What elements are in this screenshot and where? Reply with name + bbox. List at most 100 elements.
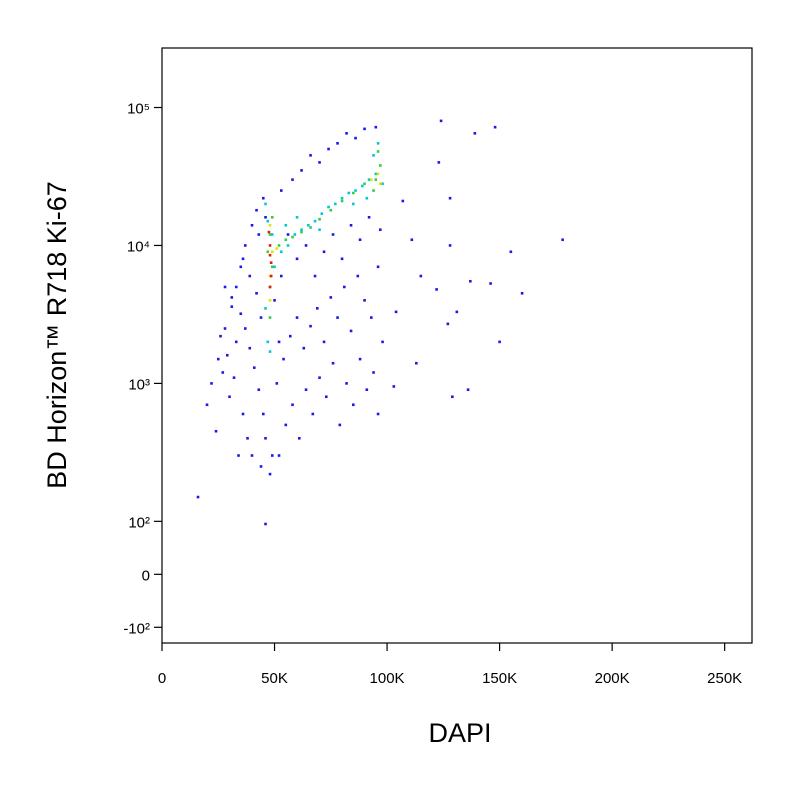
data-point bbox=[270, 454, 274, 457]
data-point bbox=[313, 274, 317, 278]
data-point bbox=[210, 382, 213, 385]
data-point bbox=[269, 261, 273, 264]
data-point bbox=[261, 196, 265, 200]
data-point bbox=[489, 282, 492, 285]
x-tick-label: 100K bbox=[370, 670, 405, 687]
data-point bbox=[376, 265, 380, 269]
data-point bbox=[266, 340, 270, 344]
data-point bbox=[225, 353, 229, 357]
data-point bbox=[318, 161, 321, 164]
data-point bbox=[367, 178, 371, 181]
data-point bbox=[336, 316, 339, 319]
data-point bbox=[237, 454, 240, 457]
data-point bbox=[291, 235, 294, 239]
data-point bbox=[376, 150, 380, 153]
data-point bbox=[284, 238, 288, 242]
data-point bbox=[435, 288, 438, 291]
data-point bbox=[410, 238, 414, 242]
data-point bbox=[250, 223, 254, 227]
data-point bbox=[520, 291, 524, 295]
data-point bbox=[455, 310, 459, 314]
data-point bbox=[219, 334, 222, 338]
data-point bbox=[374, 125, 378, 129]
data-point bbox=[376, 172, 380, 176]
data-point bbox=[264, 202, 267, 206]
data-point bbox=[379, 182, 382, 186]
data-point bbox=[349, 223, 353, 227]
data-point bbox=[248, 274, 252, 278]
data-point bbox=[352, 202, 355, 206]
data-point bbox=[228, 395, 231, 399]
data-point bbox=[268, 316, 272, 319]
data-point bbox=[354, 189, 357, 192]
data-point bbox=[331, 361, 335, 365]
data-point bbox=[214, 429, 218, 433]
data-point bbox=[352, 403, 355, 407]
data-point bbox=[241, 257, 245, 261]
data-point bbox=[439, 119, 443, 123]
data-point bbox=[239, 312, 243, 316]
data-point bbox=[268, 350, 272, 353]
data-point bbox=[381, 182, 384, 186]
data-point bbox=[376, 142, 380, 145]
data-point bbox=[302, 346, 306, 350]
data-point bbox=[275, 247, 279, 250]
data-point bbox=[340, 196, 344, 200]
data-point bbox=[392, 385, 396, 388]
data-point bbox=[394, 310, 398, 314]
data-point bbox=[223, 327, 227, 330]
data-point bbox=[315, 307, 319, 310]
data-point bbox=[270, 250, 274, 254]
data-point bbox=[498, 340, 501, 344]
data-point bbox=[374, 172, 378, 176]
data-point bbox=[267, 230, 271, 234]
data-point bbox=[293, 233, 297, 236]
data-point bbox=[352, 191, 355, 195]
data-point bbox=[345, 382, 348, 385]
data-point bbox=[370, 316, 373, 319]
data-point bbox=[241, 412, 245, 416]
data-point bbox=[243, 244, 247, 247]
data-point bbox=[309, 324, 312, 328]
data-point bbox=[232, 376, 236, 379]
data-point bbox=[286, 233, 290, 236]
data-point bbox=[309, 226, 312, 229]
data-point bbox=[561, 238, 564, 242]
x-tick-label: 50K bbox=[261, 670, 288, 687]
data-point bbox=[282, 357, 285, 361]
data-point bbox=[277, 244, 281, 247]
data-point bbox=[309, 154, 312, 157]
data-point bbox=[268, 223, 272, 227]
data-point bbox=[279, 189, 283, 192]
data-point bbox=[234, 340, 238, 344]
data-point bbox=[354, 136, 357, 140]
data-point bbox=[437, 161, 441, 164]
data-point bbox=[268, 244, 272, 247]
data-point bbox=[223, 285, 227, 289]
data-point bbox=[246, 436, 249, 440]
data-point bbox=[273, 265, 276, 269]
data-point bbox=[255, 291, 258, 295]
data-point bbox=[372, 189, 375, 192]
y-tick-label: 10³ bbox=[128, 376, 150, 393]
y-tick-label: 10⁴ bbox=[127, 238, 150, 255]
data-point bbox=[277, 340, 281, 344]
data-point bbox=[320, 212, 324, 215]
data-point bbox=[261, 412, 265, 416]
data-point bbox=[381, 340, 384, 344]
data-point bbox=[304, 388, 308, 392]
data-point bbox=[318, 217, 321, 221]
data-point bbox=[469, 279, 472, 283]
plot-frame bbox=[161, 47, 753, 644]
y-tick-label: 0 bbox=[142, 567, 150, 584]
data-point bbox=[259, 316, 263, 319]
data-point bbox=[230, 305, 234, 308]
data-point bbox=[257, 388, 261, 392]
data-point bbox=[279, 250, 283, 254]
data-point bbox=[493, 125, 497, 129]
data-point bbox=[370, 178, 373, 181]
data-point bbox=[324, 395, 328, 399]
data-point bbox=[266, 219, 270, 223]
data-point bbox=[295, 316, 299, 319]
